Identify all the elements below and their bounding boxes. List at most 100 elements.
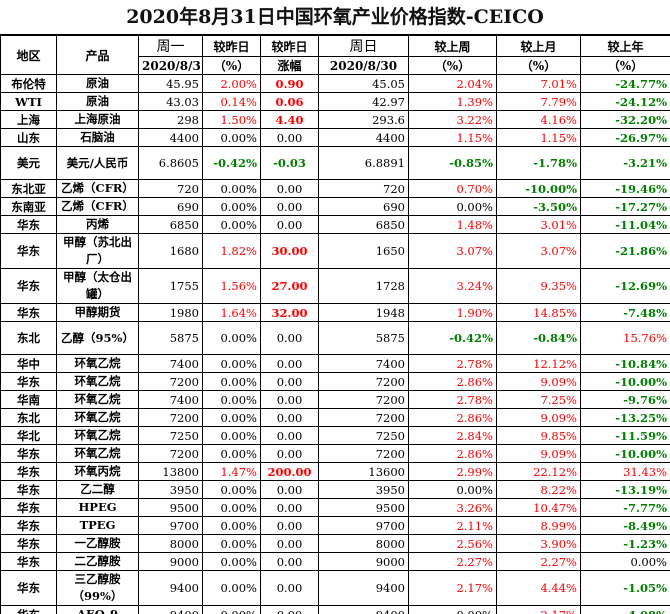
col-header-vs-month: 较上月 xyxy=(496,35,581,57)
vs-prev-amt-cell: 30.00 xyxy=(260,233,319,269)
col-header-mon-date: 2020/8/31 xyxy=(138,56,203,75)
vs-month-cell: 9.09% xyxy=(496,444,581,463)
vs-prev-pct-cell: 0.00% xyxy=(202,605,261,614)
vs-month-cell: 7.79% xyxy=(496,92,581,111)
table-row: 东北亚 乙烯（CFR） 720 0.00% 0.00 720 0.70% -10.00% -19… xyxy=(0,179,670,198)
table-row: 东北 乙醇（95%） 5875 0.00% 0.00 5875 -0.42% -0.84% 15… xyxy=(0,321,670,355)
region-cell: 东北 xyxy=(0,408,57,427)
product-cell: 甲醇（太仓出罐） xyxy=(56,268,139,304)
sun-price-cell: 690 xyxy=(318,197,409,216)
sun-price-cell: 1650 xyxy=(318,233,409,269)
sun-price-cell: 293.6 xyxy=(318,110,409,129)
product-cell: 甲醇（苏北出厂） xyxy=(56,233,139,269)
vs-year-cell: 31.43% xyxy=(580,462,670,481)
vs-prev-amt-cell: 0.00 xyxy=(260,534,319,553)
table-row: 华东 丙烯 6850 0.00% 0.00 6850 1.48% 3.01% -11.04% xyxy=(0,215,670,234)
table-row: 华东 环氧乙烷 7200 0.00% 0.00 7200 2.86% 9.09% -10.00% xyxy=(0,372,670,391)
vs-month-cell: 14.85% xyxy=(496,303,581,322)
region-cell: 华东 xyxy=(0,215,57,234)
vs-week-cell: 1.15% xyxy=(408,128,497,147)
region-cell: 华北 xyxy=(0,426,57,445)
vs-year-cell: -12.69% xyxy=(580,268,670,304)
vs-prev-amt-cell: 0.00 xyxy=(260,570,319,606)
vs-prev-amt-cell: 0.00 xyxy=(260,480,319,499)
vs-prev-amt-cell: 0.00 xyxy=(260,426,319,445)
col-header-mon: 周一 xyxy=(138,35,203,57)
product-cell: 乙烯（CFR） xyxy=(56,179,139,198)
vs-prev-pct-cell: 0.00% xyxy=(202,354,261,373)
product-cell: 环氧乙烷 xyxy=(56,408,139,427)
vs-year-cell: -13.25% xyxy=(580,408,670,427)
vs-year-cell: -11.59% xyxy=(580,426,670,445)
sun-price-cell: 8000 xyxy=(318,534,409,553)
mon-price-cell: 9700 xyxy=(138,516,203,535)
vs-week-cell: 3.26% xyxy=(408,498,497,517)
region-cell: 华东 xyxy=(0,498,57,517)
sun-price-cell: 7200 xyxy=(318,444,409,463)
vs-prev-pct-cell: 0.00% xyxy=(202,179,261,198)
vs-prev-pct-cell: 1.64% xyxy=(202,303,261,322)
vs-year-cell: -7.48% xyxy=(580,303,670,322)
table-row: 华东 甲醇期货 1980 1.64% 32.00 1948 1.90% 14.85% -7.48… xyxy=(0,303,670,322)
product-cell: 环氧乙烷 xyxy=(56,372,139,391)
region-cell: 华东 xyxy=(0,552,57,571)
price-table-body: 布伦特 原油 45.95 2.00% 0.90 45.05 2.04% 7.01% -24.77… xyxy=(0,74,670,614)
vs-prev-amt-cell: 200.00 xyxy=(260,462,319,481)
vs-month-cell: 3.07% xyxy=(496,233,581,269)
vs-month-cell: 8.99% xyxy=(496,516,581,535)
vs-month-cell: -1.78% xyxy=(496,146,581,180)
vs-prev-pct-cell: 0.00% xyxy=(202,390,261,409)
product-cell: 环氧丙烷 xyxy=(56,462,139,481)
vs-prev-amt-cell: 0.00 xyxy=(260,197,319,216)
sun-price-cell: 1728 xyxy=(318,268,409,304)
table-row: 华北 环氧乙烷 7250 0.00% 0.00 7250 2.84% 9.85% -11.59% xyxy=(0,426,670,445)
product-cell: 环氧乙烷 xyxy=(56,444,139,463)
vs-prev-pct-cell: 0.00% xyxy=(202,128,261,147)
product-cell: AEO-9 xyxy=(56,605,139,614)
table-row: 华东 甲醇（苏北出厂） 1680 1.82% 30.00 1650 3.07% 3.07% -2… xyxy=(0,233,670,269)
mon-price-cell: 1980 xyxy=(138,303,203,322)
region-cell: 上海 xyxy=(0,110,57,129)
vs-month-cell: 7.01% xyxy=(496,74,581,93)
mon-price-cell: 9500 xyxy=(138,498,203,517)
sun-price-cell: 9500 xyxy=(318,498,409,517)
vs-year-cell: -4.08% xyxy=(580,605,670,614)
mon-price-cell: 8000 xyxy=(138,534,203,553)
vs-month-cell: 22.12% xyxy=(496,462,581,481)
region-cell: 东北亚 xyxy=(0,179,57,198)
vs-week-cell: 0.00% xyxy=(408,480,497,499)
vs-prev-amt-cell: 0.00 xyxy=(260,552,319,571)
mon-price-cell: 7250 xyxy=(138,426,203,445)
product-cell: 乙醇（95%） xyxy=(56,321,139,355)
col-header-sun-date: 2020/8/30 xyxy=(318,56,409,75)
region-cell: 华东 xyxy=(0,444,57,463)
vs-month-cell: 9.09% xyxy=(496,408,581,427)
vs-prev-amt-cell: 0.00 xyxy=(260,390,319,409)
mon-price-cell: 3950 xyxy=(138,480,203,499)
vs-week-cell: 2.17% xyxy=(408,570,497,606)
vs-week-cell: 2.56% xyxy=(408,534,497,553)
vs-week-cell: 1.48% xyxy=(408,215,497,234)
vs-prev-amt-cell: -0.03 xyxy=(260,146,319,180)
mon-price-cell: 45.95 xyxy=(138,74,203,93)
mon-price-cell: 720 xyxy=(138,179,203,198)
sun-price-cell: 13600 xyxy=(318,462,409,481)
region-cell: 华东 xyxy=(0,516,57,535)
region-cell: 华东 xyxy=(0,534,57,553)
table-row: 华东 三乙醇胺（99%） 9400 0.00% 0.00 9400 2.17% 4.44% -1… xyxy=(0,570,670,606)
mon-price-cell: 4400 xyxy=(138,128,203,147)
vs-month-cell: -3.50% xyxy=(496,197,581,216)
vs-prev-pct-cell: 0.00% xyxy=(202,372,261,391)
vs-week-cell: 2.78% xyxy=(408,354,497,373)
vs-week-cell: 2.84% xyxy=(408,426,497,445)
vs-month-cell: 8.22% xyxy=(496,480,581,499)
vs-year-cell: -19.46% xyxy=(580,179,670,198)
vs-prev-amt-cell: 32.00 xyxy=(260,303,319,322)
product-cell: 乙二醇 xyxy=(56,480,139,499)
vs-week-cell: 2.86% xyxy=(408,372,497,391)
vs-week-cell: 2.27% xyxy=(408,552,497,571)
vs-week-cell: 2.11% xyxy=(408,516,497,535)
vs-prev-amt-cell: 0.00 xyxy=(260,179,319,198)
table-row: 华东 环氧丙烷 13800 1.47% 200.00 13600 2.99% 22.12% 31… xyxy=(0,462,670,481)
region-cell: 华东 xyxy=(0,303,57,322)
